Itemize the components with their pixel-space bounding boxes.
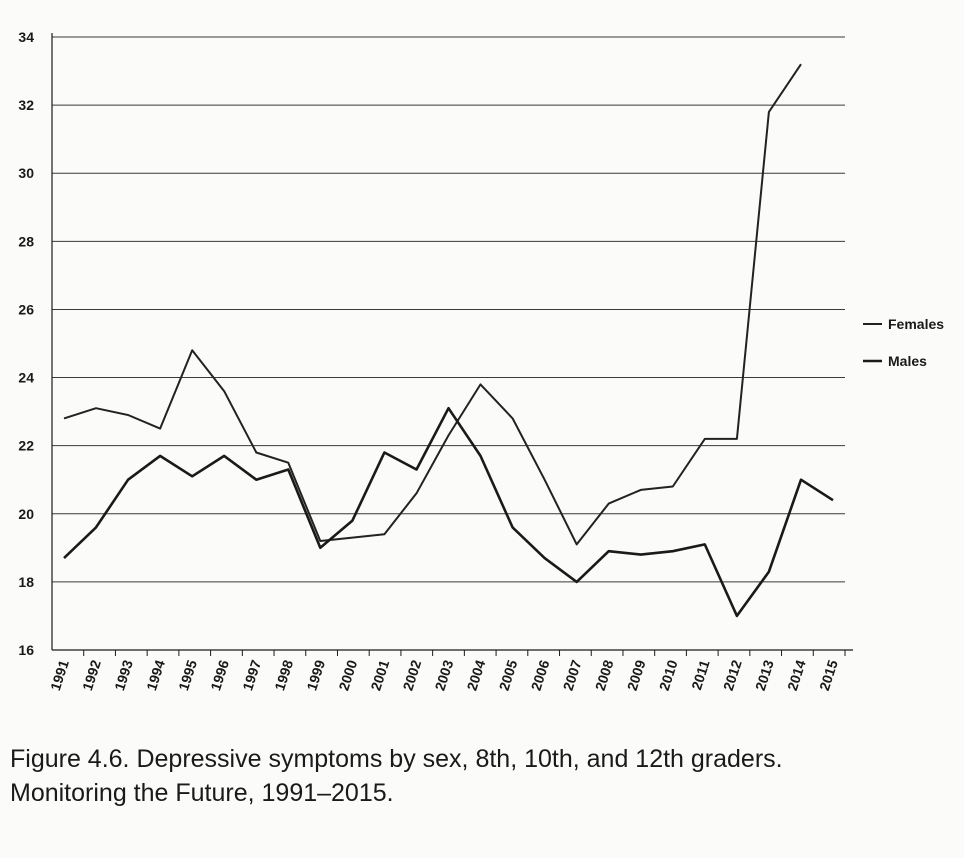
x-tick-label-2001: 2001 [367, 658, 392, 693]
figure-caption: Figure 4.6. Depressive symptoms by sex, … [10, 742, 940, 810]
legend-label-females: Females [888, 316, 944, 332]
x-tick-label-2009: 2009 [624, 658, 649, 693]
x-tick-label-1993: 1993 [111, 658, 136, 693]
y-tick-label-20: 20 [18, 506, 34, 522]
caption-line-2: Monitoring the Future, 1991–2015. [10, 779, 394, 807]
axes [51, 33, 853, 656]
x-tick-label-1994: 1994 [143, 658, 168, 693]
caption-line-1: Figure 4.6. Depressive symptoms by sex, … [10, 745, 783, 773]
y-tick-label-24: 24 [18, 370, 34, 386]
y-tick-label-22: 22 [18, 438, 34, 454]
y-tick-label-32: 32 [18, 97, 34, 113]
x-tick-label-2013: 2013 [752, 658, 777, 693]
x-tick-label-2003: 2003 [432, 658, 457, 693]
y-tick-label-34: 34 [18, 29, 34, 45]
y-tick-label-16: 16 [18, 642, 34, 658]
x-tick-label-2006: 2006 [528, 658, 553, 693]
x-tick-label-2005: 2005 [496, 658, 521, 693]
legend: Females Males [863, 316, 944, 369]
x-tick-label-2008: 2008 [592, 658, 617, 693]
x-tick-label-2002: 2002 [399, 658, 424, 693]
y-axis-tick-labels: 16 18 20 22 24 26 28 30 32 34 [18, 29, 34, 658]
x-tick-label-1992: 1992 [79, 658, 104, 693]
y-tick-label-18: 18 [18, 574, 34, 590]
x-tick-label-1998: 1998 [271, 658, 296, 693]
series-line-females [63, 63, 802, 546]
y-tick-label-26: 26 [18, 301, 34, 317]
x-tick-label-2015: 2015 [816, 658, 841, 693]
x-tick-label-2011: 2011 [688, 658, 713, 692]
y-tick-label-30: 30 [18, 165, 34, 181]
x-axis-tick-labels: 1991 1992 1993 1994 1995 1996 1997 1998 1999 2000… [47, 658, 841, 693]
legend-label-males: Males [888, 353, 927, 369]
gridlines [52, 36, 845, 583]
x-tick-label-1995: 1995 [175, 658, 200, 693]
x-tick-label-1991: 1991 [47, 658, 72, 693]
x-tick-label-2007: 2007 [560, 658, 585, 693]
x-tick-label-1997: 1997 [239, 658, 264, 693]
x-tick-label-2000: 2000 [335, 658, 360, 693]
x-tick-label-1996: 1996 [207, 658, 232, 693]
x-tick-label-1999: 1999 [303, 658, 328, 693]
y-tick-label-28: 28 [18, 233, 34, 249]
x-tick-label-2004: 2004 [464, 658, 489, 693]
x-tick-label-2014: 2014 [784, 658, 809, 693]
series-lines [63, 63, 834, 618]
x-tick-label-2012: 2012 [720, 658, 745, 693]
x-tick-label-2010: 2010 [656, 658, 681, 693]
